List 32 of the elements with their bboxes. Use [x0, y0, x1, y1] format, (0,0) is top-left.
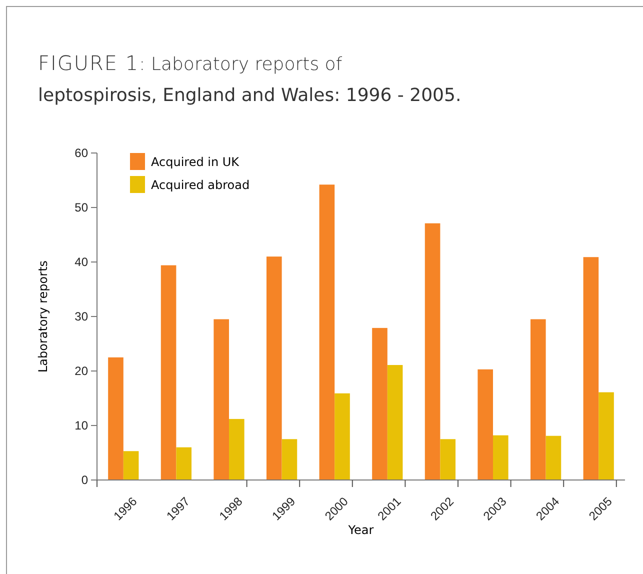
- bar: [387, 365, 403, 480]
- legend-label: Acquired in UK: [151, 155, 240, 169]
- y-tick-label: 50: [74, 200, 88, 214]
- bar: [266, 256, 282, 480]
- bar: [214, 319, 229, 480]
- chart-title: FIGURE 1: Laboratory reports of leptospirosis, England and Wales: 1996 - 2005.: [38, 51, 462, 106]
- bar: [530, 319, 546, 480]
- y-tick-label: 30: [74, 309, 88, 324]
- legend-label: Acquired abroad: [151, 178, 250, 192]
- bar: [493, 435, 508, 480]
- bar: [123, 451, 139, 480]
- bar: [108, 357, 124, 480]
- y-tick-label: 20: [74, 364, 88, 378]
- y-tick-label: 0: [81, 472, 88, 487]
- bar: [478, 369, 493, 480]
- bar: [319, 184, 335, 480]
- x-axis-title: Year: [347, 523, 374, 537]
- y-tick-label: 10: [74, 418, 88, 432]
- bar: [583, 257, 599, 480]
- bar: [372, 328, 388, 480]
- y-tick-label: 60: [74, 146, 88, 160]
- bar: [424, 223, 440, 480]
- bar: [282, 439, 298, 480]
- bar: [546, 436, 562, 480]
- bar: [440, 439, 456, 480]
- bar: [334, 393, 350, 480]
- bar: [229, 418, 244, 480]
- y-tick-label: 40: [74, 254, 88, 269]
- bar: [598, 392, 614, 480]
- bar: [176, 447, 192, 480]
- bar: [160, 265, 176, 480]
- y-axis-title: Laboratory reports: [36, 260, 50, 373]
